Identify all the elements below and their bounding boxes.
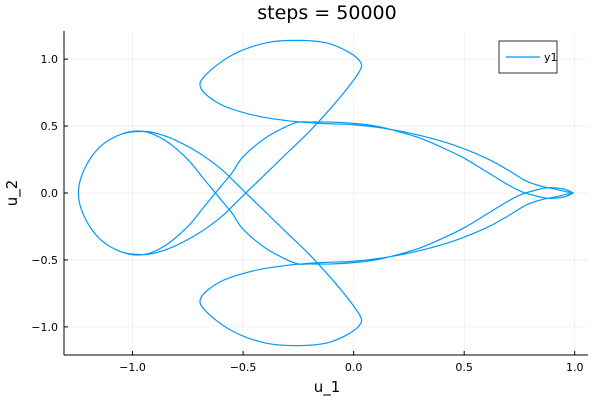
- y-tick-label: 0.0: [41, 187, 59, 200]
- y-tick-label: 0.5: [41, 120, 59, 133]
- series-layer: [77, 39, 575, 347]
- y-tick-label: 1.0: [41, 53, 59, 66]
- y-tick-label: −1.0: [31, 321, 58, 334]
- x-tick-label: −1.0: [119, 361, 146, 374]
- x-tick-label: −0.5: [230, 361, 257, 374]
- x-tick-label: 0.5: [455, 361, 473, 374]
- y-axis-label: u_2: [3, 180, 22, 207]
- series-line-y1: [77, 39, 575, 347]
- axes: −1.0 −0.5 0.0 0.5 1.0 −1.0 −0.5 0.0 0.5 1.0: [31, 31, 588, 374]
- legend: y1: [498, 40, 558, 74]
- x-tick-label: 0.0: [345, 361, 363, 374]
- x-axis-label: u_1: [314, 378, 341, 397]
- chart-title: steps = 50000: [257, 2, 396, 24]
- x-tick-label: 1.0: [566, 361, 584, 374]
- y-tick-label: −0.5: [31, 254, 58, 267]
- legend-label-y1: y1: [544, 51, 558, 64]
